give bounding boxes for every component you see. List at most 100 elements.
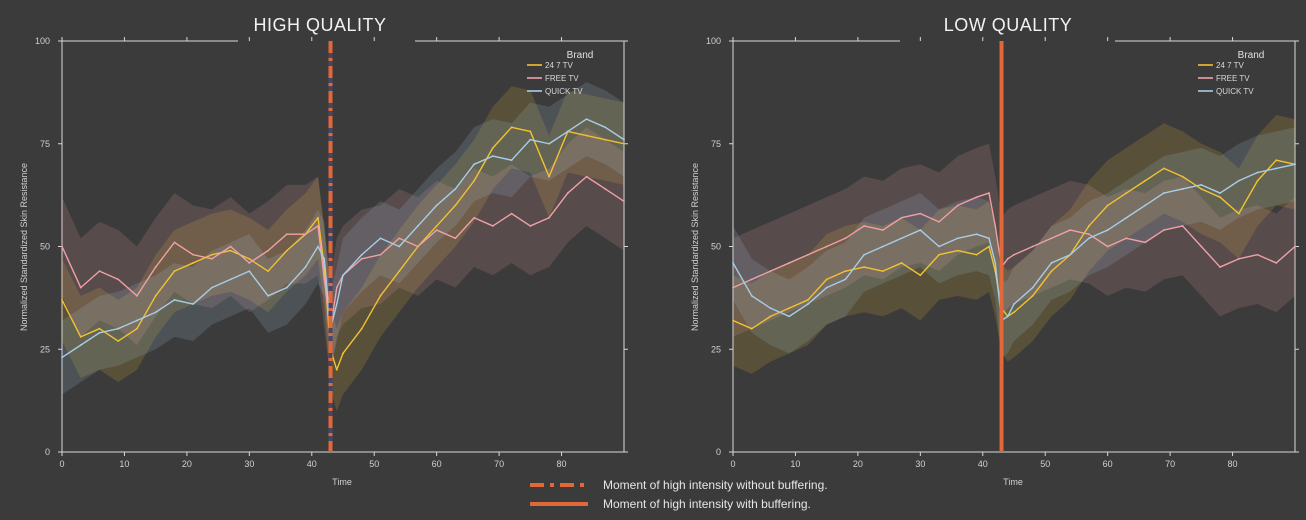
- series-points-quick-tv: [61, 118, 625, 359]
- y-tick-label: 100: [35, 36, 50, 46]
- data-point: [136, 319, 138, 322]
- data-point: [881, 270, 884, 273]
- data-point: [79, 286, 82, 289]
- data-point: [1219, 192, 1221, 194]
- data-point: [1069, 229, 1072, 231]
- legend-label: 24 7 TV: [1216, 61, 1245, 70]
- data-point: [117, 327, 120, 330]
- data-point: [1256, 179, 1259, 182]
- data-point: [360, 253, 363, 256]
- data-point: [585, 118, 588, 120]
- series-points-free-tv: [61, 175, 625, 330]
- data-point: [1275, 167, 1278, 170]
- data-point: [732, 262, 734, 264]
- data-point: [988, 192, 990, 194]
- data-point: [248, 262, 251, 264]
- data-point: [435, 229, 438, 231]
- data-point: [304, 266, 307, 268]
- data-point: [548, 142, 550, 145]
- data-point: [248, 257, 251, 260]
- data-point: [623, 138, 625, 141]
- data-point: [285, 233, 288, 236]
- axes-frame: 0 25 50 75 100 0 10 20 30 40 50 60 70 80: [706, 36, 1299, 469]
- data-point: [342, 352, 344, 355]
- data-point: [136, 327, 138, 330]
- data-point: [79, 344, 82, 347]
- data-point: [117, 278, 120, 281]
- data-point: [1013, 311, 1015, 314]
- data-point: [1106, 245, 1109, 248]
- data-point: [1256, 253, 1259, 256]
- data-point: [1031, 286, 1034, 289]
- data-point: [317, 216, 319, 219]
- data-point: [79, 336, 82, 338]
- data-point: [956, 237, 959, 240]
- data-point: [1181, 225, 1184, 227]
- data-point: [988, 245, 990, 248]
- data-point: [1013, 253, 1015, 256]
- data-point: [1144, 204, 1147, 207]
- data-point: [1050, 270, 1053, 273]
- data-point: [844, 278, 847, 281]
- y-tick-label: 50: [711, 242, 721, 252]
- data-point: [975, 253, 978, 256]
- x-tick-label: 60: [1103, 459, 1113, 469]
- data-point: [98, 327, 101, 330]
- y-axis-label: Normalized Standardized Skin Resistance: [690, 163, 700, 331]
- chart-title: LOW QUALITY: [944, 15, 1073, 35]
- x-tick-label: 70: [494, 459, 504, 469]
- data-point: [1162, 229, 1165, 231]
- series-line-24-7-tv: [732, 159, 1296, 330]
- data-point: [1050, 262, 1053, 264]
- data-point: [529, 138, 532, 141]
- data-point: [938, 220, 940, 223]
- x-tick-label: 10: [119, 459, 129, 469]
- data-point: [510, 212, 513, 215]
- x-tick-label: 10: [790, 459, 800, 469]
- legend-label: 24 7 TV: [545, 61, 574, 70]
- data-point: [975, 233, 978, 236]
- data-point: [1200, 245, 1203, 248]
- data-point: [1162, 167, 1165, 170]
- data-point: [938, 253, 940, 256]
- data-point: [1125, 216, 1128, 219]
- data-point: [844, 270, 847, 273]
- data-point: [173, 241, 176, 244]
- data-point: [769, 315, 772, 318]
- y-tick-label: 0: [45, 447, 50, 457]
- data-point: [900, 216, 903, 219]
- data-point: [1256, 171, 1259, 174]
- data-point: [1181, 188, 1184, 190]
- legend-item-24-7-tv: 24 7 TV: [527, 61, 574, 70]
- data-point: [956, 204, 959, 207]
- data-point: [919, 274, 922, 277]
- data-point: [491, 225, 494, 227]
- data-point: [750, 278, 753, 281]
- legend-item-quick-tv: QUICK TV: [527, 87, 583, 96]
- data-point: [881, 229, 884, 231]
- data-point: [335, 286, 338, 289]
- data-point: [454, 237, 457, 240]
- data-point: [323, 257, 326, 260]
- data-point: [1069, 253, 1072, 256]
- data-point: [398, 237, 401, 240]
- data-point: [335, 368, 338, 371]
- series-line-quick-tv: [732, 163, 1296, 322]
- data-point: [769, 270, 772, 273]
- data-point: [1006, 315, 1009, 318]
- series-points-quick-tv: [732, 163, 1296, 322]
- data-point: [1275, 159, 1278, 162]
- x-tick-label: 60: [432, 459, 442, 469]
- legend-label: FREE TV: [1216, 74, 1250, 83]
- confidence-band-24-7-tv: [62, 86, 624, 411]
- data-point: [61, 299, 63, 301]
- x-tick-label: 0: [730, 459, 735, 469]
- data-point: [1088, 233, 1090, 236]
- data-point: [732, 286, 734, 289]
- data-point: [1219, 196, 1221, 199]
- confidence-band-free-tv: [733, 143, 1295, 337]
- legend-title: Brand: [567, 50, 594, 61]
- data-point: [1125, 192, 1128, 194]
- data-point: [267, 270, 269, 273]
- data-point: [788, 315, 791, 318]
